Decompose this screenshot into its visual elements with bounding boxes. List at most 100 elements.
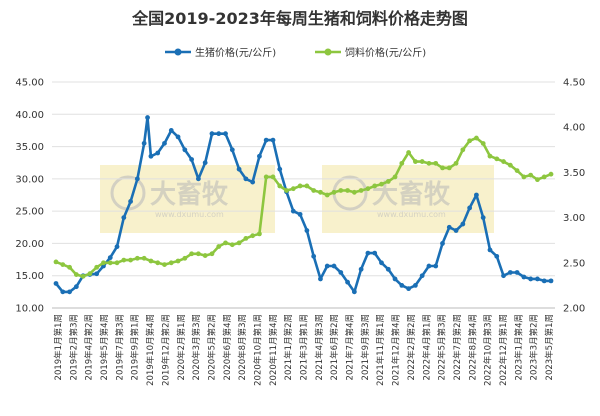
data-point [250,179,256,185]
x-tick-label: 2020年3月第3周 [191,314,202,380]
data-point [419,273,425,279]
data-point [467,205,473,211]
data-point [270,137,276,143]
data-point [406,150,412,155]
data-point [195,251,201,257]
data-point [365,250,371,256]
data-point [236,240,242,246]
data-point [223,131,228,137]
data-point [514,270,520,275]
data-point [114,244,120,250]
data-point [548,278,554,284]
data-point [209,131,215,137]
data-point [263,174,269,180]
data-point [53,259,59,265]
data-point [440,241,445,246]
data-point [453,228,459,233]
legend-marker [324,48,332,56]
data-point [501,159,506,164]
data-point [216,244,222,249]
legend-label: 生猪价格(元/公斤) [195,46,276,59]
data-point [440,165,445,171]
data-point [168,260,174,266]
data-point [141,255,147,261]
watermark-brand: 大畜牧 [372,179,451,210]
data-point [73,284,79,290]
data-point [290,186,296,192]
data-point [202,253,208,258]
data-point [121,257,127,263]
data-point [141,140,147,146]
x-tick-label: 2022年2月第2周 [406,314,417,380]
x-tick-label: 2022年4月第1周 [421,314,432,380]
data-point [528,276,534,282]
y-right-tick-label: 4.50 [563,78,585,89]
data-point [155,150,161,156]
x-tick-label: 2019年10月第4周 [145,314,156,386]
data-point [474,192,479,198]
data-point [331,189,337,195]
data-point [53,281,59,286]
data-point [412,283,418,288]
data-point [460,147,466,153]
data-point [426,263,432,269]
data-point [501,273,506,279]
data-point [507,270,513,275]
data-point [412,159,418,164]
data-point [480,141,486,146]
data-point [460,221,466,227]
data-point [257,231,262,237]
x-tick-label: 2021年4月第3周 [314,314,325,380]
y-axis-right: 2.00 2.50 3.00 3.50 4.00 4.50 [563,78,585,315]
data-point [297,183,303,189]
data-point [535,177,540,183]
data-point [331,263,337,269]
data-point [114,260,120,266]
data-point [548,171,554,177]
x-tick-label: 2022年7月第2周 [452,314,463,380]
data-point [318,189,323,195]
data-point [433,263,439,269]
y-left-tick-label: 45.00 [15,78,44,89]
x-tick-label: 2019年2月第3周 [68,314,79,380]
data-point [229,147,235,153]
data-point [372,183,378,189]
data-point [236,166,242,172]
data-point [229,242,235,248]
data-point [162,262,167,268]
data-point [406,286,412,292]
data-point [399,160,405,166]
data-point [297,211,303,217]
data-point [304,183,310,189]
legend-marker [174,48,182,56]
x-tick-label: 2021年11月第1周 [375,314,386,386]
data-point [433,160,439,166]
data-point [80,273,86,279]
data-point [324,192,330,198]
data-point [487,247,493,253]
data-point [134,176,140,182]
x-tick-label: 2019年7月第3周 [114,314,125,380]
legend-label: 饲料价格(元/公斤) [345,46,426,59]
x-tick-label: 2022年12月第1周 [498,314,509,386]
data-point [250,233,256,239]
data-point [168,128,174,133]
data-point [270,174,276,180]
x-tick-label: 2019年9月第1周 [130,314,141,380]
data-point [155,260,161,266]
data-point [195,176,201,182]
data-point [318,276,323,282]
data-point [107,260,113,266]
data-point [345,279,350,285]
data-point [480,215,486,221]
data-point [128,257,133,263]
y-axis-left: 10.00 15.00 20.00 25.00 30.00 35.00 40.00 45.00 [15,78,44,315]
data-point [67,289,72,295]
data-point [426,160,432,166]
x-tick-label: 2020年8月第3周 [237,314,248,380]
data-point [175,258,181,264]
y-right-tick-label: 3.50 [563,168,585,179]
x-tick-label: 2021年3月第1周 [299,314,310,380]
